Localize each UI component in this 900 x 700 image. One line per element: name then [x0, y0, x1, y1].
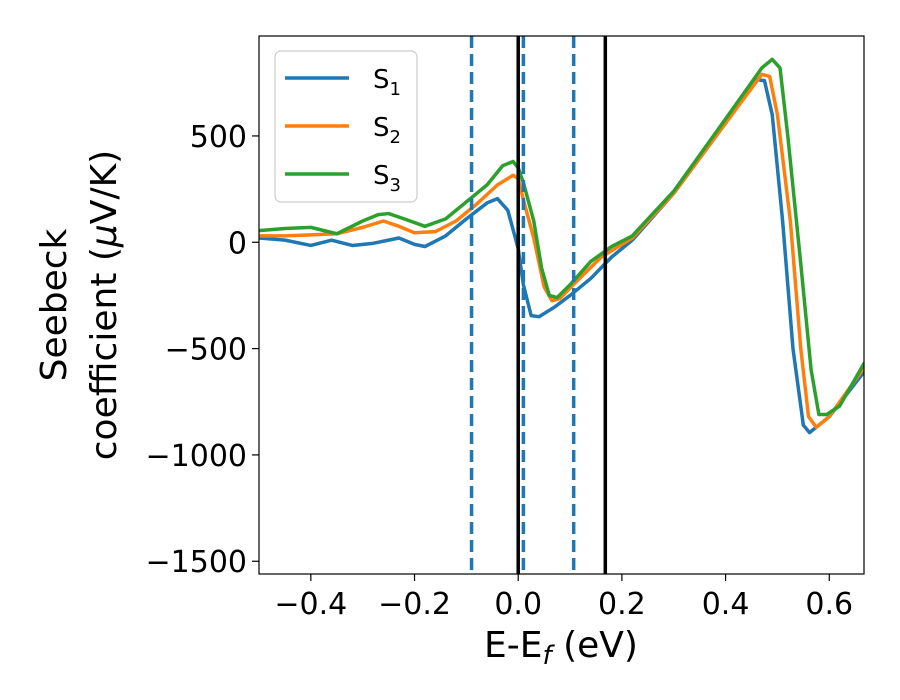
x-tick-label: 0.0: [494, 587, 542, 622]
x-tick-label: 0.6: [805, 587, 853, 622]
y-axis-ticks: −1500 −1000 −500 0 500: [146, 120, 259, 580]
x-tick-label: −0.4: [274, 587, 347, 622]
legend: S1 S2 S3: [274, 50, 418, 203]
series-line-s1: [259, 77, 864, 435]
x-tick-label: 0.4: [702, 587, 750, 622]
series-line-s3: [259, 57, 864, 417]
y-axis-label-line1: Seebeck: [34, 228, 75, 381]
x-axis-ticks: −0.4 −0.2 0.0 0.2 0.4 0.6: [274, 574, 853, 622]
legend-label-s3: S3: [373, 161, 401, 196]
y-tick-label: 500: [190, 120, 247, 155]
x-axis-label: E-Ef (eV): [484, 625, 638, 671]
legend-label-s1: S1: [373, 65, 401, 100]
vertical-lines-group: [469, 36, 608, 574]
y-axis-label: Seebeck coefficient (μV/K): [34, 150, 125, 460]
legend-label-s2: S2: [373, 113, 401, 148]
x-tick-label: −0.2: [378, 587, 451, 622]
plot-frame: [258, 35, 865, 575]
y-axis-label-line2: coefficient (μV/K): [84, 150, 125, 460]
y-tick-label: −1000: [146, 439, 247, 474]
x-tick-label: 0.2: [598, 587, 646, 622]
y-tick-label: −500: [165, 333, 247, 368]
y-tick-label: −1500: [146, 545, 247, 580]
series-line-s2: [259, 72, 864, 430]
series-group: [259, 57, 864, 435]
y-tick-label: 0: [228, 226, 247, 261]
